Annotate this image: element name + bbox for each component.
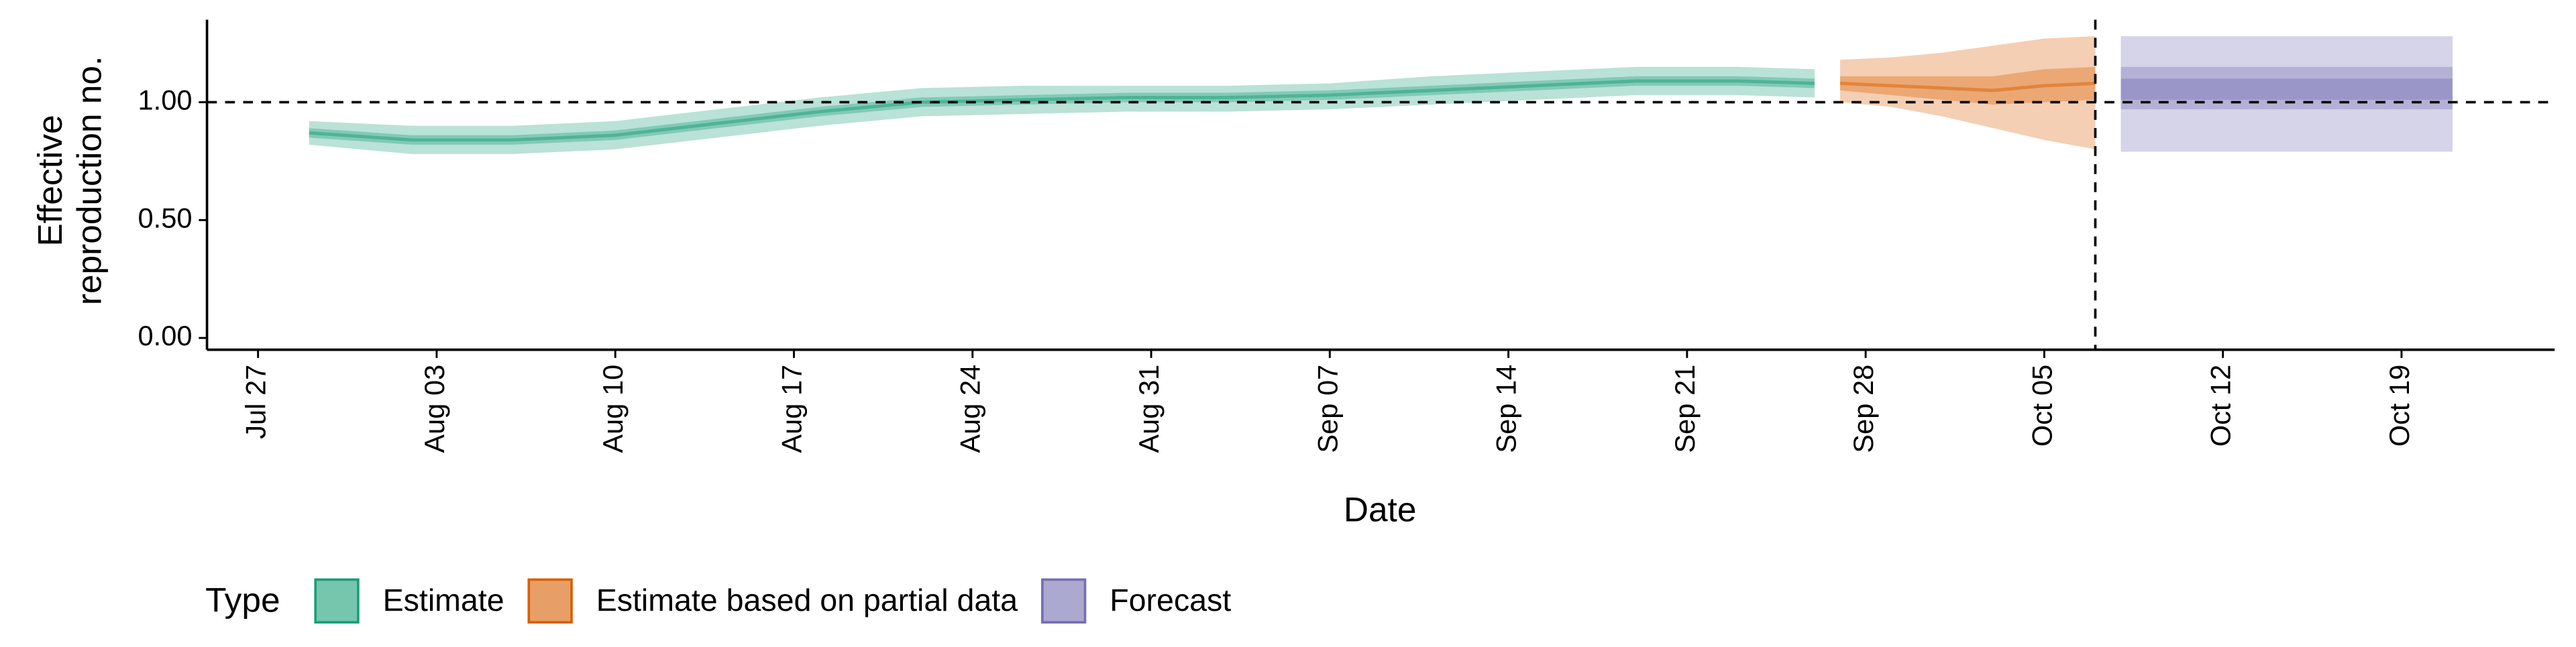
x-tick-label: Oct 05 [2026,365,2057,447]
x-tick-label: Aug 10 [597,365,629,453]
x-tick-label: Aug 31 [1133,365,1165,453]
y-axis-label: reproduction no. [70,56,109,306]
ribbon [2121,78,2453,100]
y-tick-label: 1.00 [138,84,193,115]
median-line [309,79,1815,142]
ribbon [1840,36,2096,150]
x-tick-label: Sep 14 [1491,365,1522,453]
ribbon [2121,36,2453,152]
x-tick-label: Jul 27 [240,365,272,439]
ribbon [2121,66,2453,109]
x-tick-label: Oct 19 [2383,365,2415,447]
legend-label: Estimate [383,583,504,617]
x-tick-label: Sep 28 [1847,365,1879,453]
legend-label: Forecast [1110,583,1231,617]
x-tick-label: Aug 24 [955,365,986,453]
y-tick-label: 0.00 [138,320,193,351]
x-axis-label: Date [1344,490,1417,529]
median-line [1839,81,2096,93]
y-axis-label: Effective [30,115,69,246]
x-tick-label: Sep 21 [1669,365,1701,453]
legend-swatch [527,578,573,624]
x-tick-label: Aug 17 [775,365,807,453]
legend-title: Type [205,580,280,619]
ribbon [1840,66,2096,105]
x-tick-label: Oct 12 [2205,365,2237,447]
legend-label: Estimate based on partial data [596,583,1018,617]
legend-swatch [1040,578,1087,624]
y-tick-label: 0.50 [138,202,193,233]
x-tick-label: Aug 03 [419,365,450,453]
x-tick-label: Sep 07 [1311,365,1343,453]
legend-swatch [314,578,360,624]
